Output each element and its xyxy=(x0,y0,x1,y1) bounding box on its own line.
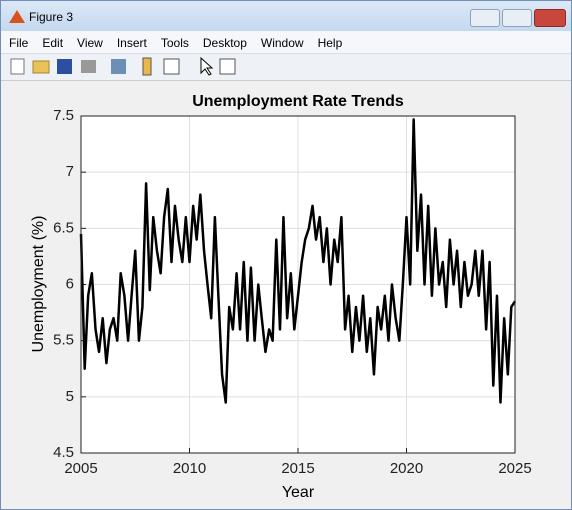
menu-item[interactable]: Window xyxy=(260,36,304,50)
y-axis-label: Unemployment (%) xyxy=(30,216,47,353)
app-icon xyxy=(9,10,25,23)
x-tick-label: 2020 xyxy=(390,460,423,477)
y-tick-label: 7 xyxy=(66,163,74,180)
save-icon[interactable] xyxy=(57,59,72,74)
y-tick-label: 4.5 xyxy=(53,444,74,461)
y-tick-label: 5.5 xyxy=(53,332,74,349)
legend-icon[interactable] xyxy=(163,58,180,75)
y-tick-label: 6 xyxy=(66,275,74,292)
x-axis-label: Year xyxy=(282,484,315,501)
menu-item[interactable]: Edit xyxy=(42,36,64,50)
x-tick-label: 2015 xyxy=(281,460,314,477)
x-tick-label: 2005 xyxy=(64,460,97,477)
y-tick-label: 6.5 xyxy=(53,219,74,236)
print-icon[interactable] xyxy=(81,60,96,73)
link-icon[interactable] xyxy=(111,59,126,74)
axes-box xyxy=(80,115,516,454)
data-line xyxy=(79,118,517,404)
menu-item[interactable]: View xyxy=(77,36,103,50)
toolbar xyxy=(1,54,571,81)
menu-item[interactable]: File xyxy=(9,36,29,50)
x-tick-label: 2025 xyxy=(498,460,531,477)
menu-item[interactable]: Desktop xyxy=(202,36,247,50)
maximize-button[interactable] xyxy=(502,9,532,27)
title-bar: Figure 3 xyxy=(1,1,571,31)
x-tick-label: 2010 xyxy=(173,460,206,477)
window-title: Figure 3 xyxy=(29,10,74,24)
chart: Unemployment Rate Trends Year Unemployme… xyxy=(1,81,571,509)
menu-bar: File Edit View Insert Tools Desktop Window Help xyxy=(1,31,571,54)
toolbar-icons xyxy=(10,56,236,76)
new-icon[interactable] xyxy=(10,58,25,75)
menu-item[interactable]: Insert xyxy=(116,36,147,50)
y-tick-label: 5 xyxy=(66,388,74,405)
menu-item[interactable]: Help xyxy=(317,36,343,50)
minimize-button[interactable] xyxy=(470,9,500,27)
property-icon[interactable] xyxy=(219,58,236,75)
colorbar-icon[interactable] xyxy=(142,57,152,76)
close-button[interactable] xyxy=(534,9,566,27)
open-icon[interactable] xyxy=(32,60,50,74)
menu-item[interactable]: Tools xyxy=(160,36,189,50)
y-tick-label: 7.5 xyxy=(53,107,74,124)
pointer-icon[interactable] xyxy=(200,56,214,76)
chart-title: Unemployment Rate Trends xyxy=(192,93,404,110)
